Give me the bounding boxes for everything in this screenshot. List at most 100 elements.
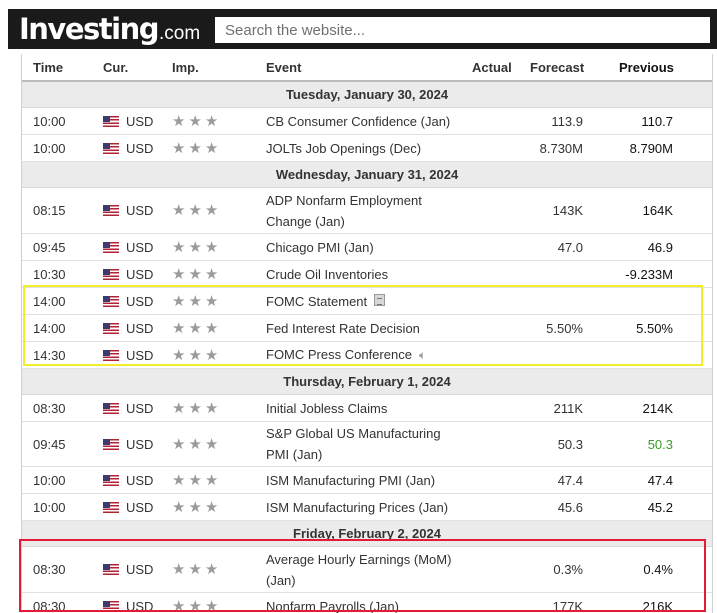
bull-star-icon: ★ xyxy=(172,139,186,157)
table-body: Tuesday, January 30, 2024 10:00 USD ★ ★ ★ … xyxy=(22,82,712,613)
event-currency: USD xyxy=(103,188,153,233)
logo-brand: Investing xyxy=(19,12,159,46)
event-cell[interactable]: FOMC Press Conference 🔈︎ xyxy=(266,342,466,368)
event-row[interactable]: 10:00 USD ★ ★ ★ JOLTs Job Openings (Dec) 8… xyxy=(22,135,712,162)
event-time: 14:30 xyxy=(33,347,66,363)
event-name[interactable]: CB Consumer Confidence (Jan) xyxy=(266,113,451,129)
event-cell[interactable]: FOMC Statement xyxy=(266,288,466,314)
event-cell[interactable]: Crude Oil Inventories xyxy=(266,261,466,287)
event-previous: 8.790M xyxy=(629,140,673,156)
event-name[interactable]: JOLTs Job Openings (Dec) xyxy=(266,140,422,156)
bull-star-icon: ★ xyxy=(172,112,186,130)
event-actual xyxy=(470,135,512,161)
event-currency: USD xyxy=(103,234,153,260)
event-row[interactable]: 08:30 USD ★ ★ ★ Initial Jobless Claims 211… xyxy=(22,395,712,422)
bull-star-icon: ★ xyxy=(204,265,219,283)
event-name[interactable]: ADP Nonfarm Employment Change (Jan) xyxy=(266,192,422,229)
event-cell[interactable]: Initial Jobless Claims xyxy=(266,395,466,421)
document-icon[interactable] xyxy=(374,293,386,306)
event-name[interactable]: FOMC Press Conference xyxy=(266,347,412,362)
event-previous xyxy=(597,288,673,314)
event-name[interactable]: Initial Jobless Claims xyxy=(266,400,388,416)
bull-star-icon: ★ xyxy=(188,471,202,489)
event-cell[interactable]: ISM Manufacturing Prices (Jan) xyxy=(266,494,466,520)
bull-star-icon: ★ xyxy=(188,435,202,453)
event-previous: 47.4 xyxy=(647,472,673,488)
col-previous[interactable]: Previous xyxy=(619,59,674,75)
bull-star-icon: ★ xyxy=(204,112,219,130)
event-row[interactable]: 10:00 USD ★ ★ ★ CB Consumer Confidence (Ja… xyxy=(22,108,712,135)
event-name[interactable]: Chicago PMI (Jan) xyxy=(266,239,374,255)
us-flag-icon xyxy=(103,295,119,307)
event-row[interactable]: 08:30 USD ★ ★ ★ Average Hourly Earnings (M… xyxy=(22,547,712,593)
event-name[interactable]: Crude Oil Inventories xyxy=(266,266,389,282)
bull-star-icon: ★ xyxy=(172,265,186,283)
event-row[interactable]: 14:30 USD ★ ★ ★ FOMC Press Conference 🔈︎ xyxy=(22,342,712,369)
event-row[interactable]: 14:00 USD ★ ★ ★ Fed Interest Rate Decision… xyxy=(22,315,712,342)
day-header: Friday, February 2, 2024 xyxy=(22,521,712,547)
event-name[interactable]: ISM Manufacturing PMI (Jan) xyxy=(266,472,436,488)
event-actual xyxy=(470,261,512,287)
event-cell[interactable]: ADP Nonfarm Employment Change (Jan) xyxy=(266,188,466,233)
event-row[interactable]: 09:45 USD ★ ★ ★ Chicago PMI (Jan) 47.0 46.… xyxy=(22,234,712,261)
event-row[interactable]: 10:00 USD ★ ★ ★ ISM Manufacturing PMI (Jan… xyxy=(22,467,712,494)
event-time: 10:00 xyxy=(33,472,66,488)
us-flag-icon xyxy=(103,402,119,414)
event-cell[interactable]: Fed Interest Rate Decision xyxy=(266,315,466,341)
event-name[interactable]: Fed Interest Rate Decision xyxy=(266,320,420,336)
event-time: 10:00 xyxy=(33,113,66,129)
event-row[interactable]: 14:00 USD ★ ★ ★ FOMC Statement xyxy=(22,288,712,315)
event-row[interactable]: 08:15 USD ★ ★ ★ ADP Nonfarm Employment Cha… xyxy=(22,188,712,234)
event-forecast: 143K xyxy=(552,203,583,218)
col-event[interactable]: Event xyxy=(266,59,302,75)
event-cell[interactable]: Chicago PMI (Jan) xyxy=(266,234,466,260)
event-currency: USD xyxy=(103,547,153,592)
importance-stars: ★ ★ ★ xyxy=(172,234,218,260)
col-currency[interactable]: Cur. xyxy=(103,59,129,75)
event-cell[interactable]: CB Consumer Confidence (Jan) xyxy=(266,108,466,134)
event-row[interactable]: 09:45 USD ★ ★ ★ S&P Global US Manufacturin… xyxy=(22,422,712,467)
event-row[interactable]: 08:30 USD ★ ★ ★ Nonfarm Payrolls (Jan) 177… xyxy=(22,593,712,613)
event-cell[interactable]: Nonfarm Payrolls (Jan) xyxy=(266,593,466,613)
col-importance[interactable]: Imp. xyxy=(172,59,199,75)
event-currency: USD xyxy=(103,467,153,493)
event-row[interactable]: 10:00 USD ★ ★ ★ ISM Manufacturing Prices (… xyxy=(22,494,712,521)
event-cell[interactable]: ISM Manufacturing PMI (Jan) xyxy=(266,467,466,493)
event-name[interactable]: Average Hourly Earnings (MoM) (Jan) xyxy=(266,551,452,588)
event-previous: 46.9 xyxy=(647,239,673,255)
bull-star-icon: ★ xyxy=(204,498,219,516)
col-time[interactable]: Time xyxy=(33,59,64,75)
bull-star-icon: ★ xyxy=(204,139,219,157)
event-name[interactable]: S&P Global US Manufacturing PMI (Jan) xyxy=(266,426,441,462)
event-cell[interactable]: Average Hourly Earnings (MoM) (Jan) xyxy=(266,547,466,592)
bull-star-icon: ★ xyxy=(188,292,202,310)
bull-star-icon: ★ xyxy=(188,139,202,157)
event-time: 10:00 xyxy=(33,499,66,515)
event-cell[interactable]: S&P Global US Manufacturing PMI (Jan) xyxy=(266,422,466,466)
speaker-icon[interactable]: 🔈︎ xyxy=(418,348,427,362)
bull-star-icon: ★ xyxy=(188,346,202,364)
bull-star-icon: ★ xyxy=(188,561,202,578)
currency-code: USD xyxy=(126,472,154,488)
event-actual xyxy=(470,467,512,493)
event-previous xyxy=(597,342,673,368)
currency-code: USD xyxy=(126,320,154,336)
event-name[interactable]: Nonfarm Payrolls (Jan) xyxy=(266,598,399,613)
bull-star-icon: ★ xyxy=(172,346,186,364)
event-name[interactable]: ISM Manufacturing Prices (Jan) xyxy=(266,499,449,515)
bull-star-icon: ★ xyxy=(172,561,186,578)
importance-stars: ★ ★ ★ xyxy=(172,188,218,233)
investing-logo[interactable]: Investing .com xyxy=(19,10,200,48)
event-actual xyxy=(470,342,512,368)
event-forecast: 47.4 xyxy=(557,472,583,488)
event-row[interactable]: 10:30 USD ★ ★ ★ Crude Oil Inventories -9.2… xyxy=(22,261,712,288)
bull-star-icon: ★ xyxy=(188,238,202,256)
event-currency: USD xyxy=(103,593,153,613)
search-input[interactable] xyxy=(215,17,710,43)
col-actual[interactable]: Actual xyxy=(472,59,512,75)
event-cell[interactable]: JOLTs Job Openings (Dec) xyxy=(266,135,466,161)
col-forecast[interactable]: Forecast xyxy=(530,59,585,75)
event-actual xyxy=(470,108,512,134)
event-name[interactable]: FOMC Statement xyxy=(266,293,368,309)
event-forecast xyxy=(522,342,583,368)
